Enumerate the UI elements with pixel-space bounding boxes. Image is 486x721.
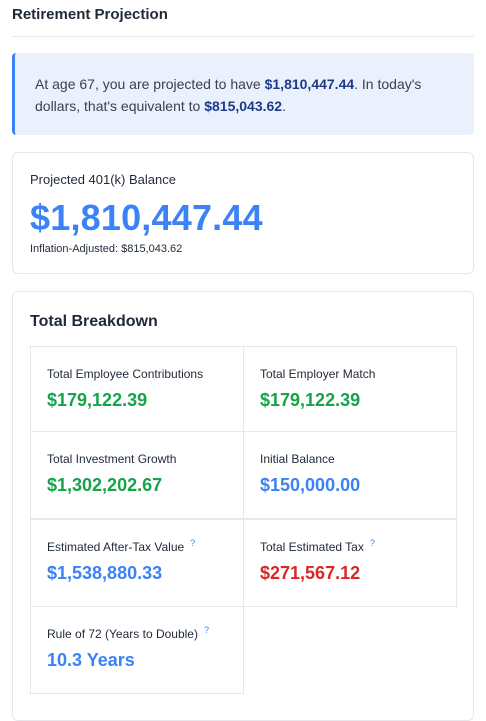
breakdown-item-initial-balance: Initial Balance $150,000.00	[243, 431, 457, 519]
breakdown-item-employee-contributions: Total Employee Contributions $179,122.39	[30, 346, 244, 434]
breakdown-item-value: $271,567.12	[260, 563, 361, 583]
breakdown-item-label: Total Employee Contributions	[47, 367, 204, 381]
breakdown-item-after-tax-value: Estimated After-Tax Value? $1,538,880.33	[30, 519, 244, 607]
breakdown-item-employer-match: Total Employer Match $179,122.39	[243, 346, 457, 434]
breakdown-item-value: $1,302,202.67	[47, 475, 163, 495]
balance-label: Projected 401(k) Balance	[30, 172, 176, 187]
inflation-adjusted-balance: Inflation-Adjusted: $815,043.62	[30, 243, 183, 255]
summary-text-3: .	[282, 98, 286, 114]
projected-balance-card: Projected 401(k) Balance $1,810,447.44 I…	[12, 152, 474, 274]
breakdown-item-label: Total Investment Growth	[47, 452, 177, 466]
title-divider	[12, 36, 474, 37]
breakdown-item-label: Total Estimated Tax	[260, 540, 364, 554]
breakdown-item-label: Total Employer Match	[260, 367, 376, 381]
summary-projected-amount: $1,810,447.44	[264, 76, 355, 92]
balance-value: $1,810,447.44	[30, 197, 263, 238]
breakdown-item-value: $179,122.39	[47, 390, 148, 410]
help-tooltip-icon[interactable]: ?	[369, 538, 375, 548]
breakdown-item-value: 10.3 Years	[47, 650, 135, 670]
total-breakdown-card: Total Breakdown Total Employee Contribut…	[12, 291, 474, 721]
help-tooltip-icon[interactable]: ?	[190, 538, 196, 548]
breakdown-item-rule-of-72: Rule of 72 (Years to Double)? 10.3 Years	[30, 606, 244, 694]
projection-summary-callout: At age 67, you are projected to have $1,…	[12, 53, 474, 135]
help-tooltip-icon[interactable]: ?	[203, 625, 209, 635]
breakdown-item-value: $150,000.00	[260, 475, 361, 495]
summary-adjusted-amount: $815,043.62	[204, 98, 283, 114]
breakdown-item-estimated-tax: Total Estimated Tax? $271,567.12	[243, 519, 457, 607]
breakdown-item-label: Estimated After-Tax Value	[47, 540, 185, 554]
breakdown-item-label-row: Total Estimated Tax?	[260, 538, 375, 554]
breakdown-item-label: Rule of 72 (Years to Double)	[47, 627, 198, 641]
breakdown-item-label-row: Estimated After-Tax Value?	[47, 538, 196, 554]
breakdown-item-label-row: Rule of 72 (Years to Double)?	[47, 625, 209, 641]
breakdown-item-value: $179,122.39	[260, 390, 361, 410]
page-title: Retirement Projection	[12, 6, 168, 23]
breakdown-item-label: Initial Balance	[260, 452, 335, 466]
summary-text-2: . In today's dollars, that's equivalent …	[35, 76, 422, 114]
summary-text-1: At age 67, you are projected to have	[35, 76, 265, 92]
breakdown-title: Total Breakdown	[30, 313, 158, 330]
breakdown-item-value: $1,538,880.33	[47, 563, 163, 583]
breakdown-item-investment-growth: Total Investment Growth $1,302,202.67	[30, 431, 244, 519]
